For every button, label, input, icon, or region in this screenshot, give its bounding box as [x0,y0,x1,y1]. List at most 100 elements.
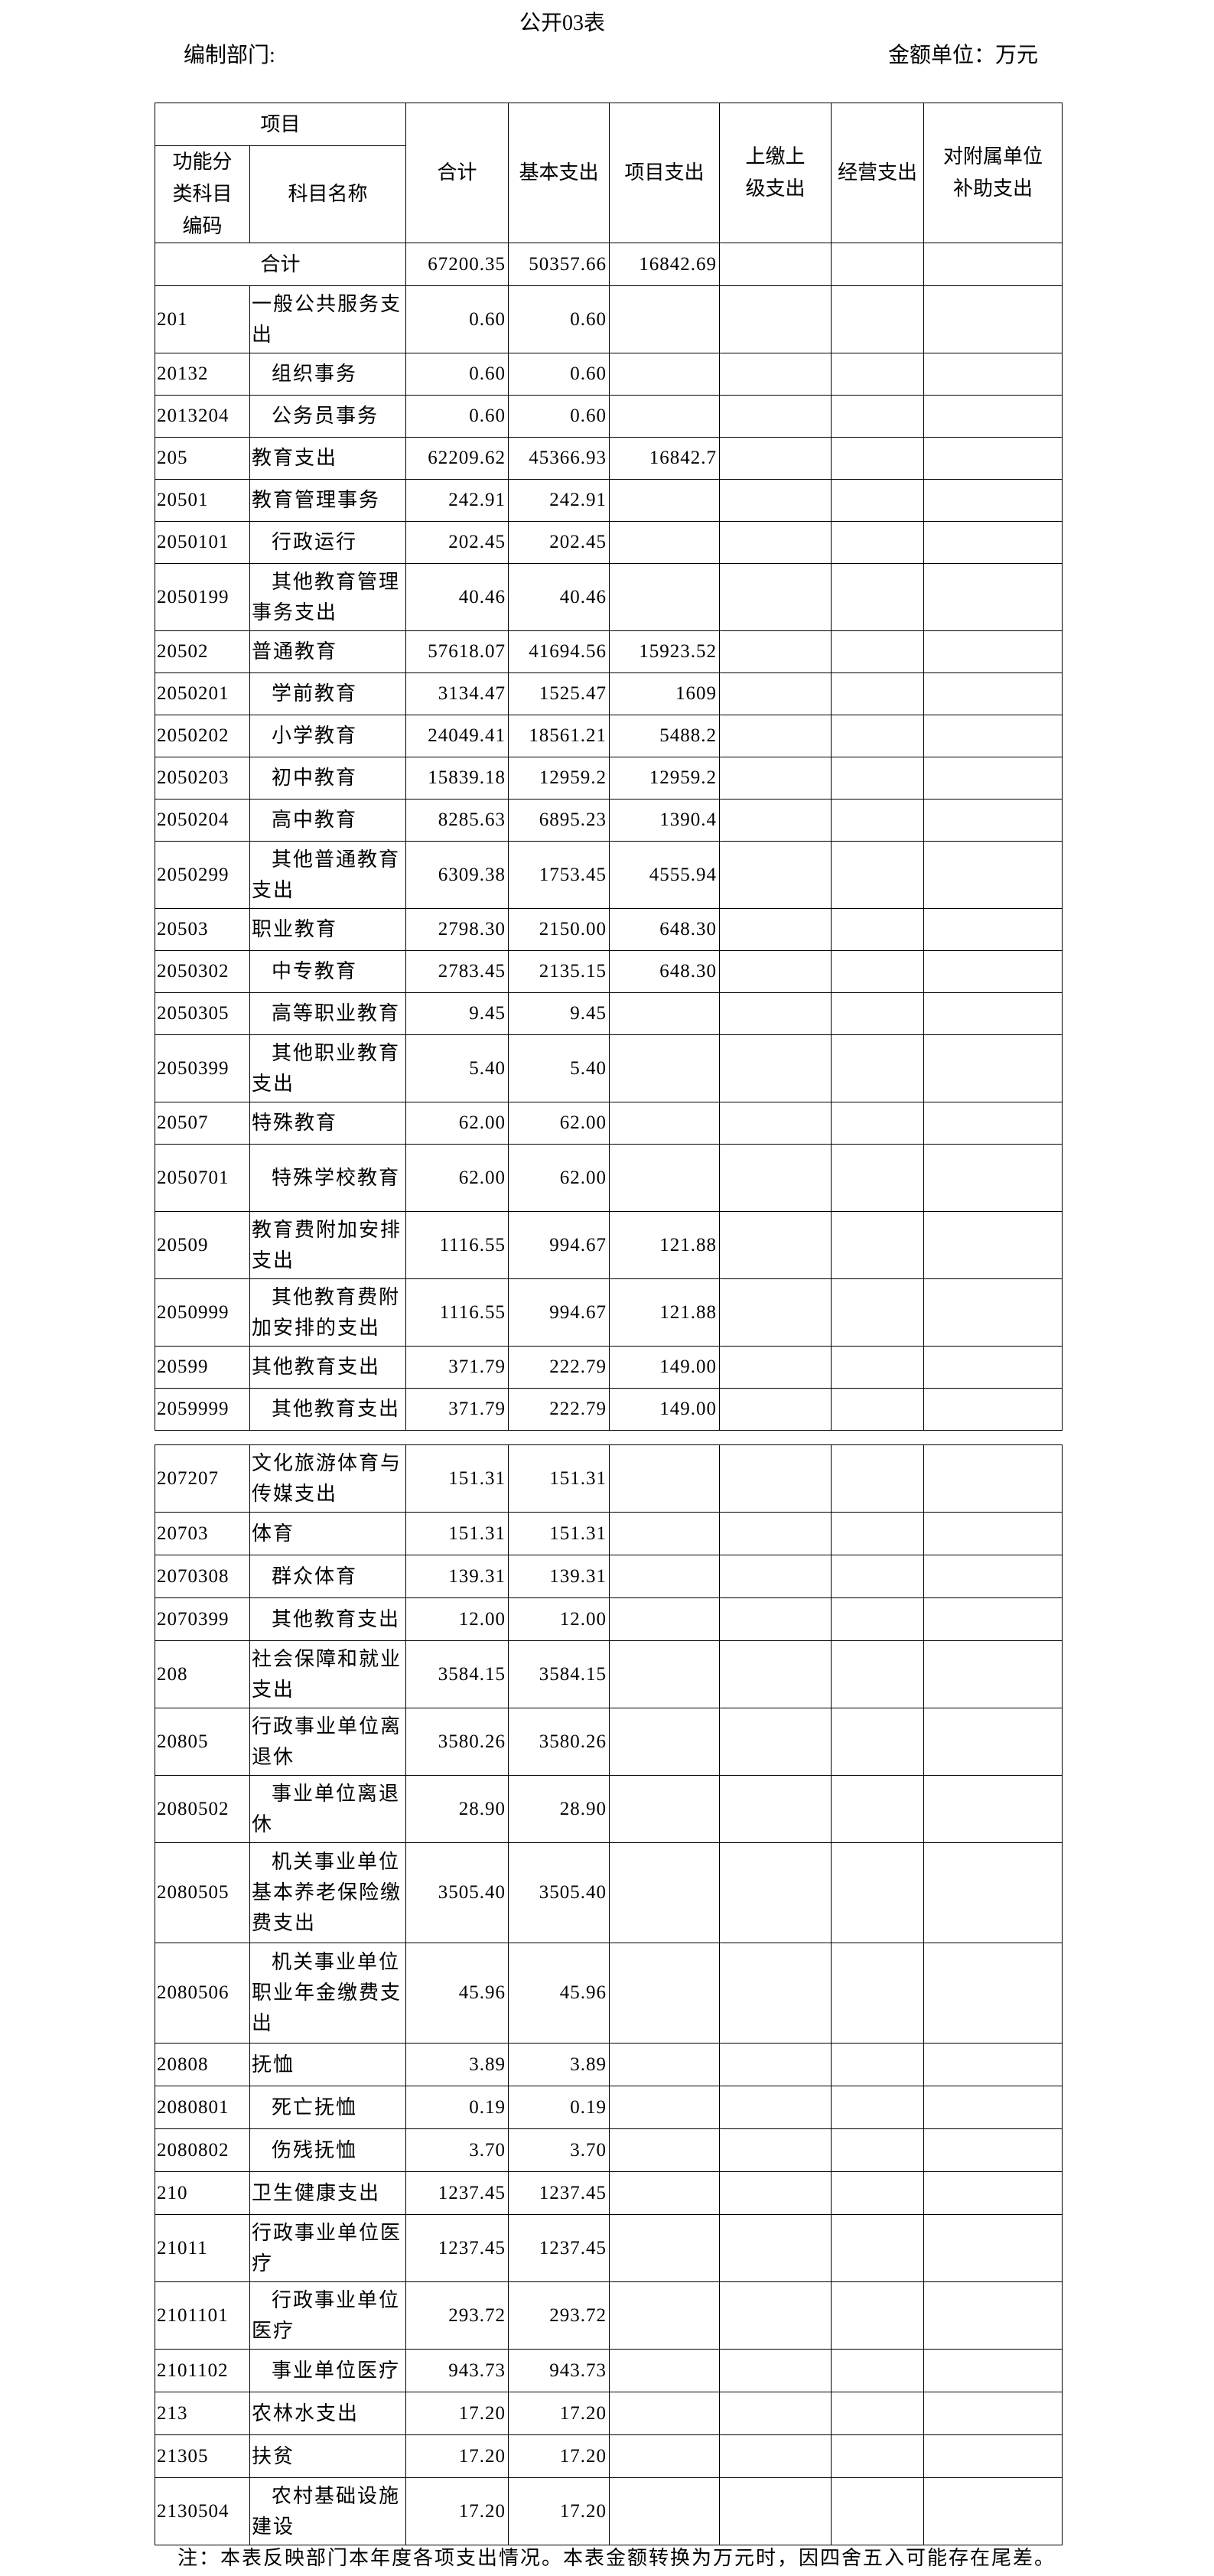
row-code: 2101102 [155,2349,250,2392]
row-name: 特殊学校教育 [249,1144,407,1212]
row-subsidy [923,630,1063,673]
row-name: 死亡抚恤 [249,2086,406,2129]
table-row: 21011 行政事业单位医疗 1237.45 1237.45 [155,2214,1063,2282]
row-name: 教育支出 [249,437,407,480]
row-project: 648.30 [609,950,721,993]
row-basic: 17.20 [508,2392,610,2435]
total-business [831,243,925,286]
table-row: 201 一般公共服务支出 0.60 0.60 [155,285,1063,353]
row-code: 2050202 [155,715,250,757]
row-code: 20808 [155,2043,250,2086]
unit-label: 金额单位：万元 [887,44,1038,67]
row-code: 20599 [155,1346,250,1389]
row-name: 事业单位医疗 [249,2349,406,2392]
row-total: 40.46 [405,563,509,631]
row-name: 伤残抚恤 [249,2128,406,2172]
table-row: 20507 特殊教育 62.00 62.00 [155,1102,1063,1145]
row-business [831,1555,924,1598]
row-subsidy [923,2086,1063,2129]
row-subsidy [923,2214,1063,2282]
row-upper [719,715,832,757]
row-project: 149.00 [609,1346,721,1389]
row-total: 57618.07 [405,630,509,673]
row-business [831,2128,924,2172]
table-row: 207207 文化旅游体育与传媒支出 151.31 151.31 [155,1444,1063,1513]
row-basic: 994.67 [508,1278,610,1347]
row-name: 特殊教育 [249,1102,407,1145]
row-business [831,563,925,631]
row-subsidy [923,1144,1063,1212]
row-upper [719,1444,832,1513]
row-total: 293.72 [405,2281,509,2350]
row-business [831,2086,924,2129]
row-subsidy [923,1597,1063,1641]
row-project [609,1775,720,1843]
row-business [831,715,925,757]
header-name: 科目名称 [249,145,407,243]
row-name: 初中教育 [249,757,407,800]
row-basic: 1237.45 [508,2171,610,2215]
header-basic: 基本支出 [508,103,610,243]
row-subsidy [923,395,1063,438]
row-code: 20503 [155,908,250,951]
row-subsidy [923,992,1063,1035]
row-basic: 994.67 [508,1211,610,1279]
row-name: 社会保障和就业支出 [249,1640,406,1708]
table-row: 2101102 事业单位医疗 943.73 943.73 [155,2349,1063,2392]
row-project [609,1943,720,2044]
row-upper [719,1842,832,1943]
row-project [609,2214,720,2282]
row-basic: 151.31 [508,1512,610,1555]
row-name: 高中教育 [249,799,407,842]
table-row: 20502 普通教育 57618.07 41694.56 15923.52 [155,630,1063,673]
row-upper [719,285,832,353]
row-subsidy [923,479,1063,522]
table-row: 2130504 农村基础设施建设 17.20 17.20 [155,2477,1063,2545]
row-basic: 12.00 [508,1597,610,1641]
row-subsidy [923,715,1063,757]
table-row: 2080506 机关事业单位职业年金缴费支出 45.96 45.96 [155,1943,1063,2044]
row-total: 17.20 [405,2392,509,2435]
row-project [609,2086,720,2129]
row-business [831,1211,925,1279]
row-project: 1390.4 [609,799,721,842]
row-basic: 2135.15 [508,950,610,993]
total-label: 合计 [154,243,407,286]
row-total: 0.60 [405,353,509,396]
row-total: 151.31 [405,1512,509,1555]
row-project [609,1640,720,1708]
row-business [831,1102,925,1145]
table-row: 2059999 其他教育支出 371.79 222.79 149.00 [155,1388,1063,1431]
row-name: 体育 [249,1512,406,1555]
row-total: 202.45 [405,521,509,564]
table-row: 205 教育支出 62209.62 45366.93 16842.7 [155,437,1063,480]
row-project [609,2349,720,2392]
row-basic: 222.79 [508,1346,610,1389]
table-row: 20501 教育管理事务 242.91 242.91 [155,479,1063,522]
row-subsidy [923,2281,1063,2350]
row-subsidy [923,437,1063,480]
table-row: 213 农林水支出 17.20 17.20 [155,2392,1063,2435]
row-business [831,353,925,396]
row-basic: 9.45 [508,992,610,1035]
row-subsidy [923,1512,1063,1555]
row-business [831,757,925,800]
row-name: 职业教育 [249,908,407,951]
row-upper [719,1640,832,1708]
row-name: 群众体育 [249,1555,406,1598]
row-business [831,1346,925,1389]
row-upper [719,992,832,1035]
row-project: 149.00 [609,1388,721,1431]
row-subsidy [923,1640,1063,1708]
row-project: 648.30 [609,908,721,951]
row-upper [719,1278,832,1347]
row-total: 8285.63 [405,799,509,842]
row-code: 2080502 [155,1775,250,1843]
row-name: 其他教育费附加安排的支出 [249,1278,407,1347]
row-business [831,1444,924,1513]
table-row: 2050305 高等职业教育 9.45 9.45 [155,992,1063,1035]
row-business [831,630,925,673]
row-code: 201 [155,285,250,353]
row-total: 62.00 [405,1102,509,1145]
row-code: 20805 [155,1708,250,1776]
